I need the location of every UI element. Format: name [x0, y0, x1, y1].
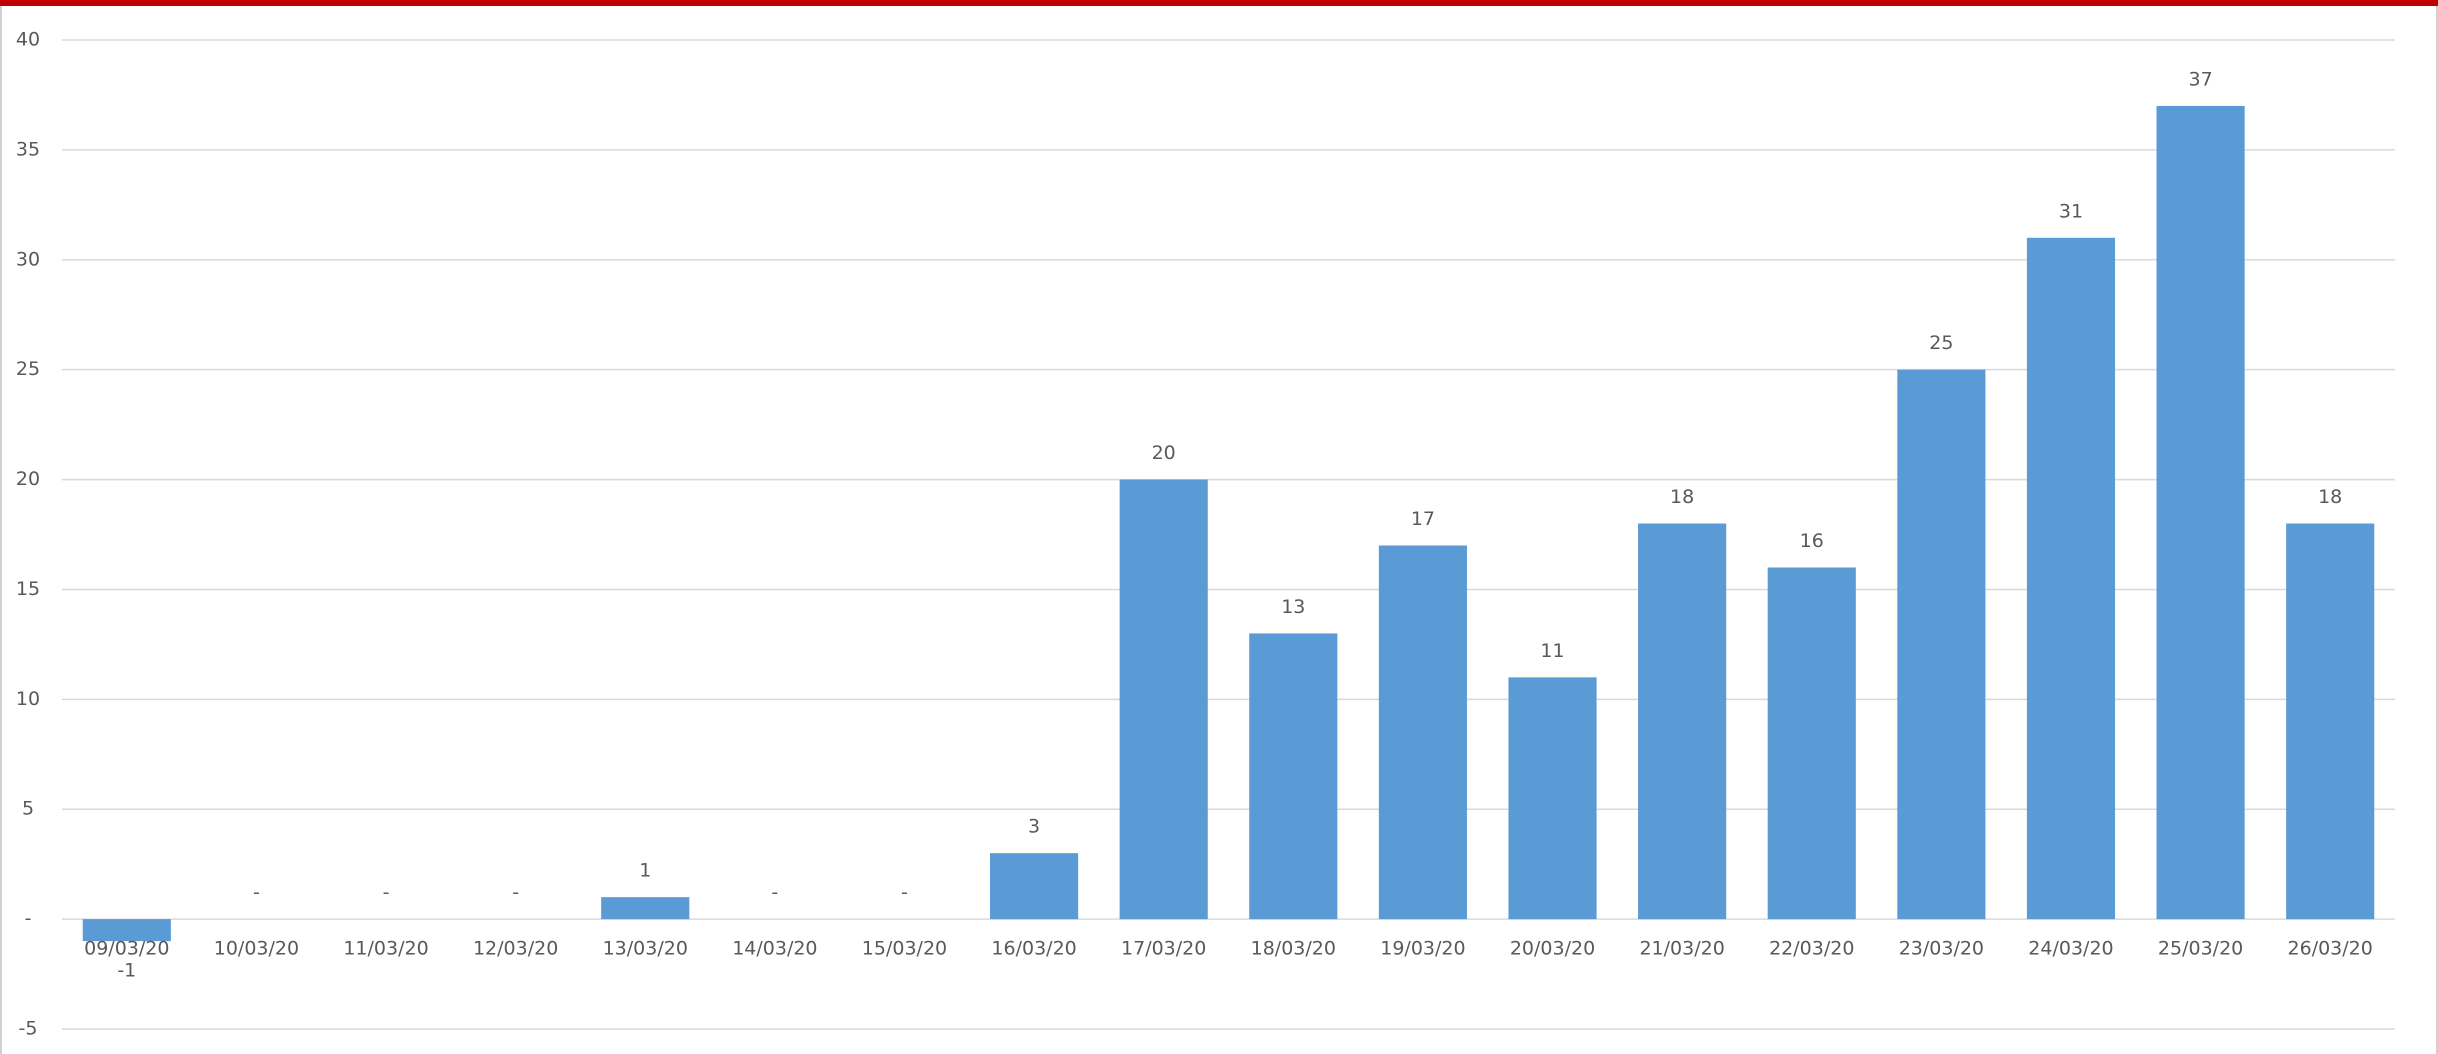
value-label: -: [901, 882, 908, 904]
y-tick-label: 20: [16, 468, 40, 490]
value-label: 1: [639, 860, 651, 882]
x-tick-label: 14/03/20: [732, 938, 817, 960]
y-tick-label: 35: [16, 138, 40, 160]
x-tick-label: 09/03/20: [84, 938, 169, 960]
x-tick-label: 25/03/20: [2158, 938, 2243, 960]
x-tick-label: 11/03/20: [343, 938, 428, 960]
bar: [2286, 523, 2375, 920]
bar: [1378, 545, 1467, 920]
x-tick-label: 22/03/20: [1769, 938, 1854, 960]
y-tick-label: -: [25, 908, 32, 930]
x-tick-label: 24/03/20: [2028, 938, 2113, 960]
value-label: -: [771, 882, 778, 904]
value-label: 3: [1028, 816, 1040, 838]
x-tick-label: 15/03/20: [862, 938, 947, 960]
bar: [2026, 237, 2116, 920]
value-label: 37: [2188, 68, 2212, 90]
value-label: 13: [1281, 596, 1305, 618]
value-label: 17: [1411, 508, 1435, 530]
x-tick-label: 12/03/20: [473, 938, 558, 960]
bar: [1249, 633, 1338, 920]
x-tick-label: 21/03/20: [1639, 938, 1724, 960]
x-tick-label: 10/03/20: [214, 938, 299, 960]
x-tick-label: 16/03/20: [991, 938, 1076, 960]
bar: [1119, 479, 1208, 920]
value-label: 20: [1152, 442, 1176, 464]
x-tick-label: 18/03/20: [1251, 938, 1336, 960]
x-tick-label: 13/03/20: [603, 938, 688, 960]
x-tick-label: 17/03/20: [1121, 938, 1206, 960]
bar: [990, 853, 1079, 920]
y-tick-label: 5: [22, 798, 34, 820]
x-tick-label: 19/03/20: [1380, 938, 1465, 960]
x-tick-label: 20/03/20: [1510, 938, 1595, 960]
value-label: -: [383, 882, 390, 904]
value-label: -1: [117, 960, 136, 982]
y-tick-label: -5: [19, 1018, 38, 1040]
bar: [1767, 567, 1856, 920]
y-tick-label: 15: [16, 578, 40, 600]
value-label: 31: [2059, 200, 2083, 222]
bar: [1897, 369, 1986, 920]
bar: [601, 897, 690, 920]
bar: [2156, 105, 2245, 920]
bar: [1508, 677, 1597, 920]
bar: [82, 919, 171, 942]
y-tick-label: 25: [16, 358, 40, 380]
bar: [1638, 523, 1727, 920]
y-tick-label: 10: [16, 688, 40, 710]
value-label: 18: [2318, 486, 2342, 508]
x-tick-label: 26/03/20: [2288, 938, 2373, 960]
top-border: [0, 0, 2438, 6]
value-label: 18: [1670, 486, 1694, 508]
y-tick-label: 40: [16, 29, 40, 51]
value-label: -: [512, 882, 519, 904]
value-label: 16: [1800, 530, 1824, 552]
y-tick-label: 30: [16, 248, 40, 270]
value-label: 25: [1929, 332, 1953, 354]
x-tick-label: 23/03/20: [1899, 938, 1984, 960]
value-label: 11: [1540, 640, 1564, 662]
value-label: -: [253, 882, 260, 904]
